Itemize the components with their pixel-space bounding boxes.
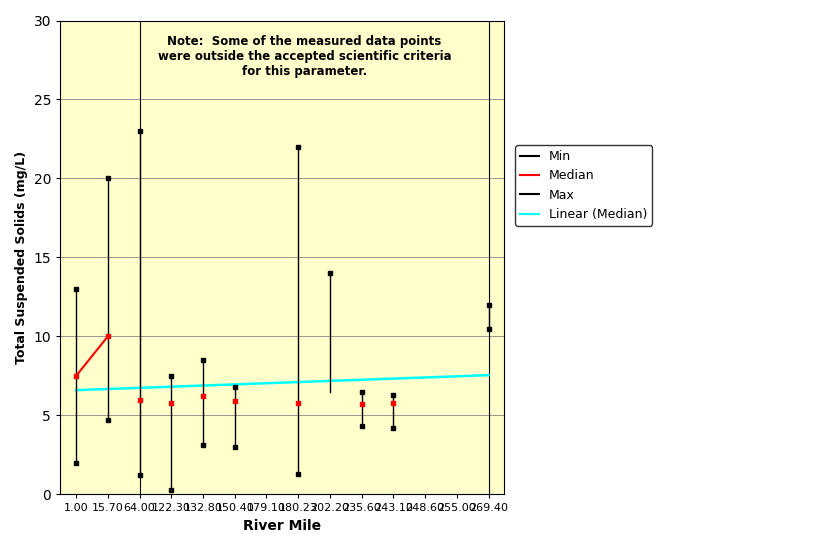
X-axis label: River Mile: River Mile xyxy=(243,519,322,533)
Y-axis label: Total Suspended Solids (mg/L): Total Suspended Solids (mg/L) xyxy=(15,151,28,364)
Text: Note:  Some of the measured data points
were outside the accepted scientific cri: Note: Some of the measured data points w… xyxy=(157,35,451,78)
Legend: Min, Median, Max, Linear (Median): Min, Median, Max, Linear (Median) xyxy=(515,145,652,226)
